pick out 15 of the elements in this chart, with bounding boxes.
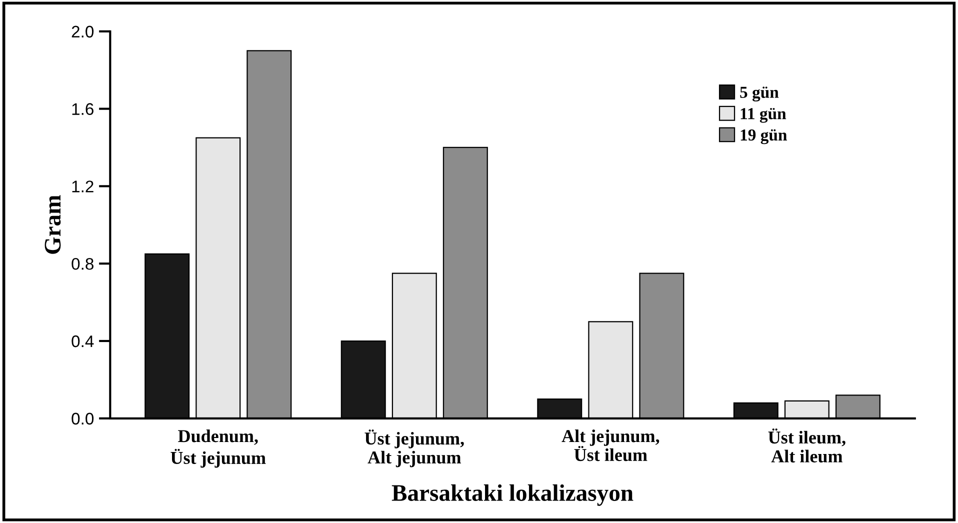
y-axis-title: Gram — [44, 195, 61, 254]
x-tick-label: Üst ileum, Alt ileum — [768, 428, 846, 463]
x-tick-label: Üst jejunum, Alt jejunum — [364, 430, 464, 468]
legend-label: 5 gün — [740, 86, 779, 102]
y-tick-label: 0.8 — [72, 258, 94, 270]
legend-label: 11 gün — [740, 108, 786, 123]
y-tick-label: 2.0 — [72, 26, 94, 38]
x-axis-title: Barsaktaki lokalizasyon — [392, 484, 634, 506]
x-tick-label: Alt jejunum, Üst ileum — [562, 430, 660, 462]
legend-label: 19 gün — [740, 129, 787, 144]
y-tick-label: 0.4 — [72, 335, 94, 348]
y-tick-label: 0.0 — [72, 412, 94, 425]
y-tick-label: 1.6 — [72, 103, 94, 115]
y-tick-label: 1.2 — [72, 180, 94, 192]
x-tick-label: Dudenum, Üst jejunum — [170, 430, 266, 468]
